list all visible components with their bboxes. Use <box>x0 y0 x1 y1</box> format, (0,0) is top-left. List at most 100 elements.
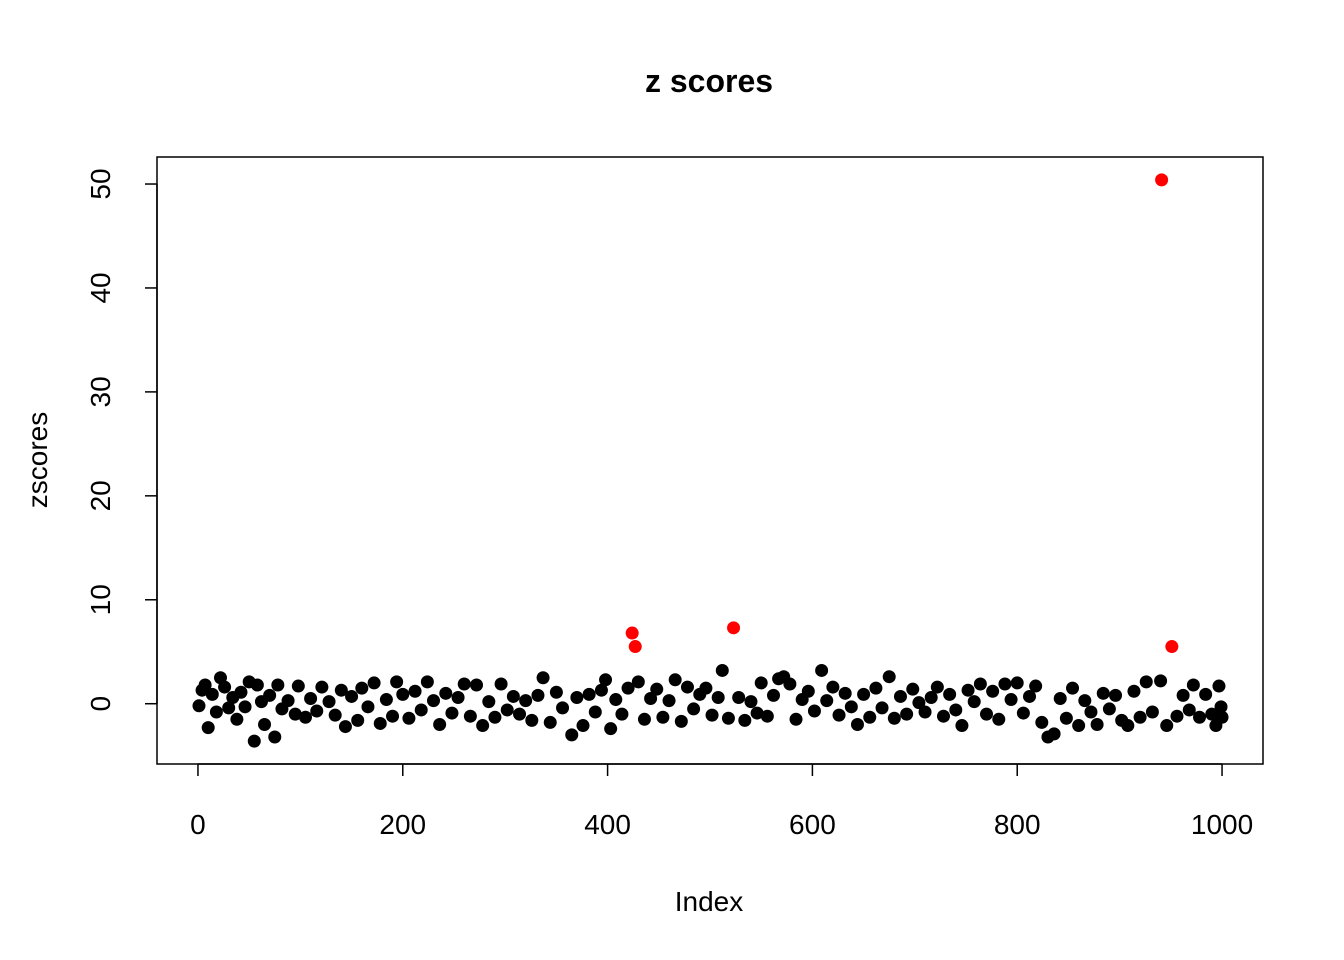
data-point <box>338 720 352 734</box>
data-point <box>1035 715 1049 729</box>
data-point <box>1170 709 1184 723</box>
data-point <box>1176 688 1190 702</box>
data-point <box>470 678 484 692</box>
data-point <box>1047 727 1061 741</box>
data-point <box>1072 719 1086 733</box>
data-point <box>1078 694 1092 708</box>
data-point <box>869 681 883 695</box>
data-point <box>408 684 422 698</box>
data-point <box>209 705 223 719</box>
data-point <box>721 711 735 725</box>
data-point <box>980 707 993 721</box>
data-point <box>576 719 590 733</box>
data-point <box>863 710 877 724</box>
data-point <box>570 690 584 704</box>
data-point <box>271 678 285 692</box>
outlier-point <box>625 626 639 640</box>
data-point <box>402 711 416 725</box>
data-point <box>345 689 359 703</box>
data-point <box>445 706 459 720</box>
data-point <box>955 719 969 733</box>
data-point <box>230 712 244 726</box>
outlier-point <box>628 640 642 654</box>
data-point <box>396 687 410 701</box>
data-point <box>1182 703 1196 717</box>
y-tick-label: 0 <box>85 696 116 712</box>
data-point <box>820 694 834 708</box>
data-point <box>519 694 533 708</box>
data-point <box>1066 681 1080 695</box>
data-point <box>1145 705 1159 719</box>
data-point <box>1199 687 1213 701</box>
data-point <box>656 710 670 724</box>
outlier-point <box>727 621 741 635</box>
data-point <box>711 690 725 704</box>
data-point <box>637 712 651 726</box>
data-point <box>986 684 1000 698</box>
data-point <box>531 688 545 702</box>
data-point <box>390 675 404 689</box>
data-point <box>414 703 428 717</box>
data-point <box>291 679 305 693</box>
data-point <box>1133 710 1147 724</box>
data-point <box>687 702 701 716</box>
x-tick-label: 600 <box>789 809 836 840</box>
y-tick-label: 50 <box>85 168 116 199</box>
data-point <box>543 715 557 729</box>
data-point <box>433 718 447 732</box>
data-point <box>268 730 282 744</box>
data-point <box>826 680 840 694</box>
data-point <box>844 700 858 714</box>
data-point <box>699 681 713 695</box>
data-point <box>386 709 400 723</box>
data-point <box>744 695 758 709</box>
data-point <box>234 685 248 699</box>
data-point <box>1090 718 1104 732</box>
data-point <box>1016 706 1030 720</box>
data-point <box>315 680 329 694</box>
data-point <box>1059 711 1073 725</box>
chart-title: z scores <box>645 63 773 99</box>
data-point <box>973 677 987 691</box>
data-point <box>247 734 261 748</box>
y-tick-label: 20 <box>85 480 116 511</box>
data-point <box>439 686 453 700</box>
data-point <box>838 686 852 700</box>
data-point <box>1214 700 1228 714</box>
data-point <box>949 703 963 717</box>
data-point <box>482 695 496 709</box>
data-point <box>644 692 658 706</box>
data-point <box>1127 684 1141 698</box>
data-point <box>556 701 570 715</box>
data-point <box>1109 688 1123 702</box>
data-point <box>250 678 264 692</box>
data-point <box>912 696 926 710</box>
data-point <box>615 707 629 721</box>
data-point <box>288 707 302 721</box>
data-point <box>201 721 215 735</box>
y-tick-label: 10 <box>85 584 116 615</box>
data-point <box>1186 678 1200 692</box>
data-point <box>1160 719 1174 733</box>
data-point <box>427 694 440 708</box>
data-point <box>494 677 508 691</box>
data-point <box>536 671 550 685</box>
data-point <box>281 694 295 708</box>
y-axis-label: zscores <box>22 412 53 508</box>
x-tick-label: 800 <box>994 809 1041 840</box>
data-point <box>680 680 694 694</box>
data-point <box>732 690 746 704</box>
data-point <box>887 711 901 725</box>
data-point <box>750 706 764 720</box>
data-point <box>373 716 387 730</box>
data-point <box>1139 675 1153 689</box>
data-point <box>355 681 369 695</box>
data-point <box>298 710 312 724</box>
data-point <box>882 670 896 684</box>
data-point <box>998 677 1012 691</box>
data-point <box>875 701 889 715</box>
data-point <box>992 712 1006 726</box>
data-point <box>420 675 434 689</box>
x-tick-label: 0 <box>190 809 206 840</box>
data-point <box>621 681 635 695</box>
